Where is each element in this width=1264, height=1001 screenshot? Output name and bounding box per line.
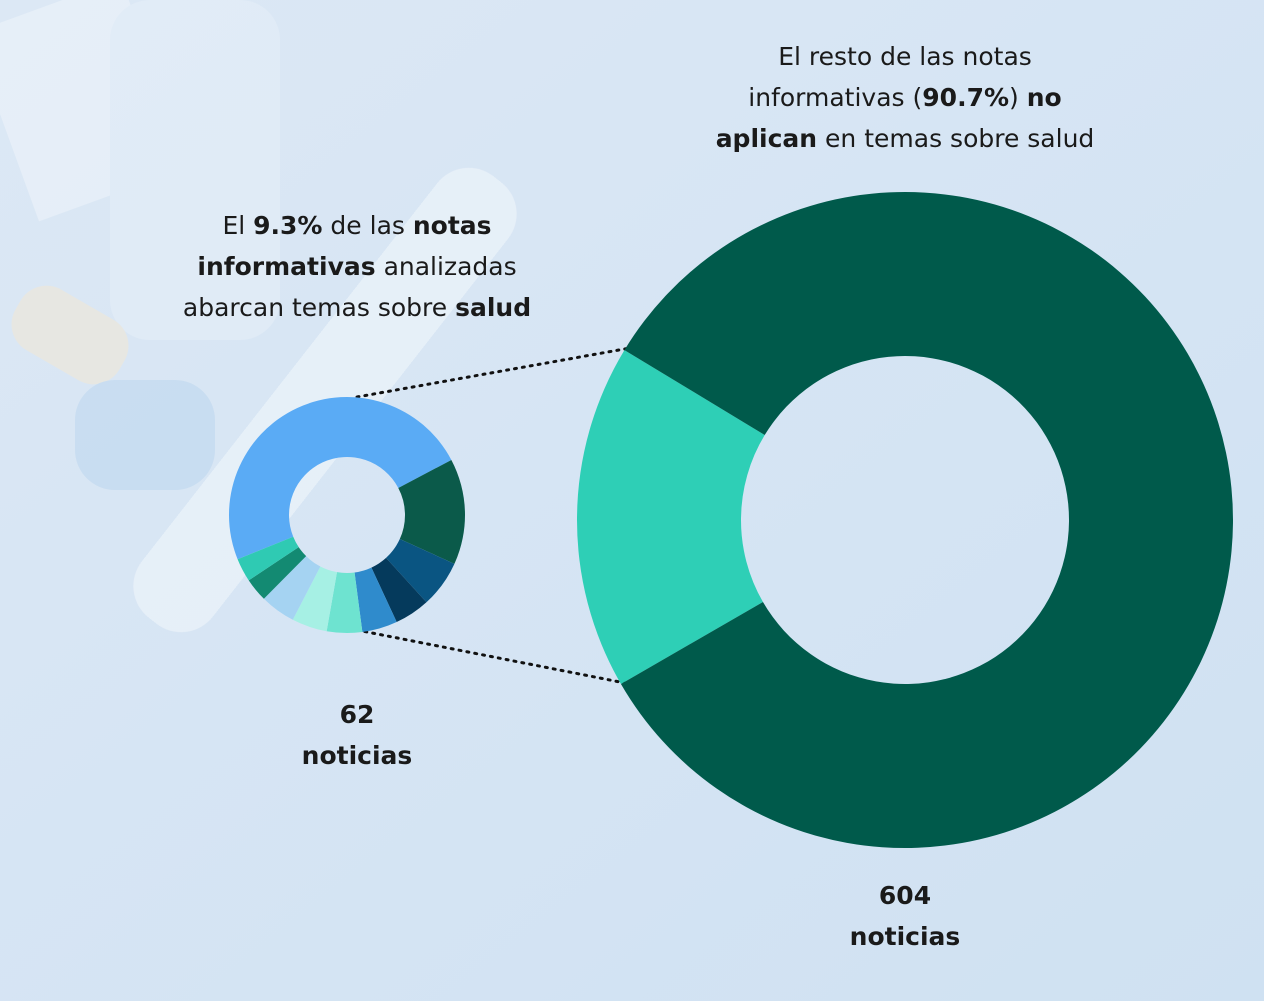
annotation-run: notas: [413, 211, 492, 240]
annotation-run: no: [1027, 83, 1062, 112]
annotation: abarcan temas sobre salud: [183, 293, 531, 322]
annotation-run: analizadas: [376, 252, 517, 281]
annotation: informativas (90.7%) no: [748, 83, 1061, 112]
annotation-run: aplican: [716, 124, 817, 153]
annotation-run: El resto de las notas: [778, 42, 1032, 71]
annotation-run: 9.3%: [253, 211, 322, 240]
annotation: aplican en temas sobre salud: [716, 124, 1095, 153]
total-caption: noticias: [850, 922, 961, 951]
annotation-run: 90.7%: [922, 83, 1009, 112]
annotation: El 9.3% de las notas: [222, 211, 491, 240]
annotation-run: El: [222, 211, 253, 240]
annotation: El resto de las notas: [778, 42, 1032, 71]
total-count: 62: [340, 700, 375, 729]
annotation-run: en temas sobre salud: [817, 124, 1094, 153]
annotation-run: informativas: [197, 252, 375, 281]
infographic: El 9.3% de las notas informativas analiza…: [0, 0, 1264, 1001]
annotation: informativas analizadas: [197, 252, 516, 281]
total-count: 604: [879, 881, 931, 910]
annotation-run: de las: [322, 211, 412, 240]
annotation-run: abarcan temas sobre: [183, 293, 455, 322]
annotation-run: informativas (: [748, 83, 922, 112]
annotation-run: ): [1009, 83, 1027, 112]
total-caption: noticias: [302, 741, 413, 770]
page: {"chart_data": [ {"type": "donut", "anno…: [0, 0, 1264, 1001]
annotation-run: salud: [455, 293, 531, 322]
